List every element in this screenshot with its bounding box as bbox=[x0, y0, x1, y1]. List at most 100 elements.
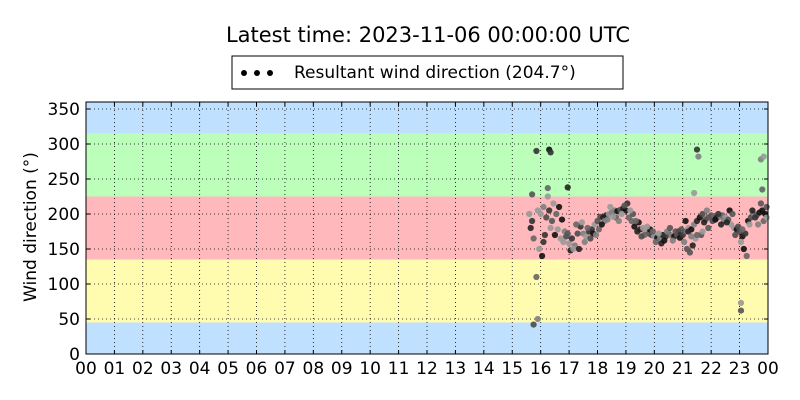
data-point bbox=[746, 221, 753, 228]
data-point bbox=[763, 203, 770, 211]
data-point bbox=[632, 217, 640, 225]
x-tick-label: 11 bbox=[388, 359, 410, 379]
data-point bbox=[622, 207, 630, 214]
data-point bbox=[566, 240, 573, 247]
x-tick-labels: 00 01 02 03 04 05 06 07 08 09 10 11 12 13 14 15 16 17 18 19… bbox=[75, 359, 779, 379]
data-point bbox=[553, 210, 560, 218]
data-point bbox=[638, 233, 645, 240]
data-point bbox=[536, 245, 543, 253]
data-point bbox=[693, 146, 701, 153]
y-axis-label: Wind direction (°) bbox=[21, 152, 41, 302]
data-point bbox=[551, 231, 559, 239]
data-point bbox=[699, 210, 706, 218]
data-point bbox=[689, 242, 696, 249]
data-point bbox=[628, 217, 635, 225]
data-point bbox=[693, 231, 701, 239]
x-tick-label: 02 bbox=[132, 359, 154, 379]
x-tick-label: 01 bbox=[104, 359, 126, 379]
data-point bbox=[548, 217, 556, 225]
data-point bbox=[743, 252, 750, 260]
data-point bbox=[564, 230, 571, 237]
data-point bbox=[530, 321, 537, 328]
data-point bbox=[530, 235, 537, 242]
grid-lines bbox=[86, 102, 768, 354]
x-tick-label: 22 bbox=[700, 359, 722, 379]
data-point bbox=[556, 203, 563, 211]
data-point bbox=[705, 224, 712, 232]
direction-bands bbox=[86, 102, 768, 354]
data-point bbox=[529, 217, 536, 225]
data-point bbox=[547, 224, 554, 232]
y-tick-label: 150 bbox=[48, 240, 80, 260]
data-point bbox=[672, 228, 679, 235]
data-point bbox=[547, 149, 554, 156]
data-point bbox=[534, 315, 541, 323]
data-point bbox=[715, 210, 722, 218]
data-point bbox=[686, 249, 694, 256]
data-point bbox=[610, 213, 617, 220]
data-point bbox=[760, 153, 767, 160]
direction-band bbox=[86, 102, 768, 134]
legend-marker bbox=[254, 70, 260, 76]
y-tick-label: 0 bbox=[69, 345, 80, 365]
x-tick-label: 00 bbox=[757, 359, 779, 379]
data-point bbox=[652, 238, 659, 246]
data-point bbox=[755, 221, 762, 228]
data-point bbox=[541, 231, 549, 239]
data-point bbox=[529, 191, 536, 198]
x-tick-label: 08 bbox=[303, 359, 325, 379]
x-tick-label: 10 bbox=[359, 359, 381, 379]
data-point bbox=[621, 202, 628, 209]
legend-marker bbox=[267, 70, 273, 76]
data-point bbox=[539, 252, 546, 260]
data-point bbox=[537, 210, 544, 218]
legend: Resultant wind direction (204.7°) bbox=[231, 55, 624, 90]
data-point bbox=[533, 147, 540, 155]
data-point bbox=[570, 245, 577, 253]
data-point bbox=[737, 299, 745, 306]
data-point bbox=[661, 237, 668, 244]
data-point bbox=[718, 221, 725, 228]
data-point bbox=[749, 207, 756, 214]
data-points bbox=[526, 146, 770, 328]
data-point bbox=[627, 207, 634, 214]
data-point bbox=[618, 210, 625, 218]
x-tick-label: 20 bbox=[644, 359, 666, 379]
data-point bbox=[649, 228, 657, 235]
y-tick-labels: 0 50 100 150 200 250 300 350 bbox=[48, 100, 80, 365]
data-point bbox=[533, 273, 540, 281]
data-point bbox=[688, 233, 695, 240]
data-point bbox=[723, 219, 730, 226]
data-point bbox=[712, 216, 719, 223]
data-point bbox=[573, 221, 580, 228]
data-point bbox=[575, 245, 583, 253]
data-point bbox=[546, 207, 553, 214]
data-point bbox=[540, 203, 547, 211]
x-tick-label: 06 bbox=[246, 359, 268, 379]
data-point bbox=[554, 226, 561, 233]
data-point bbox=[732, 231, 739, 239]
data-point bbox=[615, 217, 622, 225]
data-point bbox=[701, 219, 708, 226]
data-point bbox=[631, 223, 638, 230]
data-point bbox=[740, 245, 747, 253]
data-point bbox=[737, 307, 745, 314]
legend-marker bbox=[241, 70, 247, 76]
data-point bbox=[695, 153, 702, 160]
data-point bbox=[564, 184, 571, 191]
data-point bbox=[544, 185, 551, 192]
data-point bbox=[560, 238, 567, 246]
data-point bbox=[691, 189, 698, 197]
data-point bbox=[669, 237, 676, 244]
data-point bbox=[581, 238, 588, 246]
data-point bbox=[655, 230, 662, 237]
data-point bbox=[678, 226, 685, 233]
data-point bbox=[681, 238, 688, 246]
data-point bbox=[574, 230, 581, 237]
x-tick-label: 09 bbox=[331, 359, 353, 379]
x-tick-label: 12 bbox=[416, 359, 438, 379]
legend-box bbox=[231, 55, 624, 90]
data-point bbox=[703, 207, 711, 214]
legend-label: Resultant wind direction (204.7°) bbox=[294, 63, 576, 83]
